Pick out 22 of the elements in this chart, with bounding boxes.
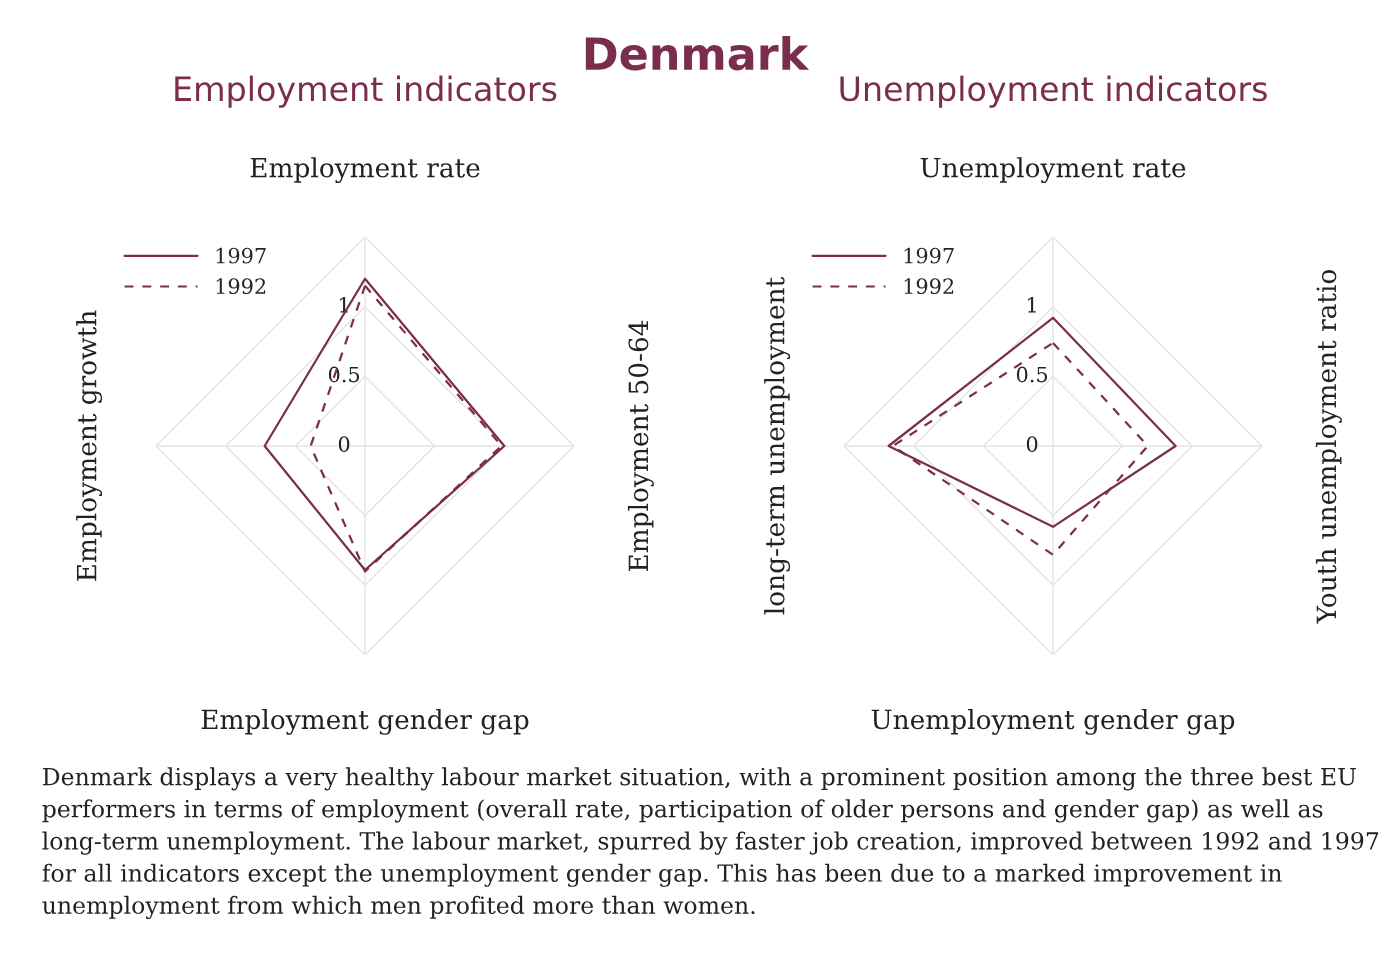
y-tick-label: 0 — [338, 436, 350, 453]
y-tick-label: 1 — [1028, 296, 1036, 313]
chart-title: Employment indicators — [175, 75, 557, 108]
spoke-label: Employment rate — [250, 157, 480, 184]
spoke-label: Youth unemployment ratio — [1315, 270, 1342, 624]
y-tick-label: 1 — [340, 296, 348, 313]
spoke-label: Employment growth — [76, 310, 103, 581]
chart-title: Unemployment indicators — [840, 75, 1267, 108]
y-tick-label: 0.5 — [328, 366, 360, 383]
legend-label: 1992 — [904, 278, 954, 295]
spoke-label: Unemployment gender gap — [871, 708, 1235, 735]
legend-label: 1992 — [216, 278, 266, 295]
y-tick-label: 0.5 — [1016, 366, 1048, 383]
spoke-label: Employment gender gap — [201, 708, 529, 735]
text: Denmark — [585, 36, 810, 71]
spoke-label: Unemployment rate — [920, 157, 1186, 184]
legend-label: 1997 — [216, 247, 266, 264]
spoke-label: Employment 50-64 — [627, 320, 654, 572]
spoke-label: long-term unemployment — [764, 277, 791, 615]
text: Denmark displays a very healthy labour market situation, with a prominent position among the three best EU performers in terms of employment (overall rate, participation of older persons and gender gap) as well as long-term unemployment. The labour market, spurred by faster job creation, improved between 1992 and 1997 for all indicators except the unemployment gender gap. This has been due to a marked improvement in unemployment from which men profited more than women. — [42, 767, 1379, 920]
legend-label: 1997 — [904, 247, 954, 264]
y-tick-label: 0 — [1026, 436, 1038, 453]
